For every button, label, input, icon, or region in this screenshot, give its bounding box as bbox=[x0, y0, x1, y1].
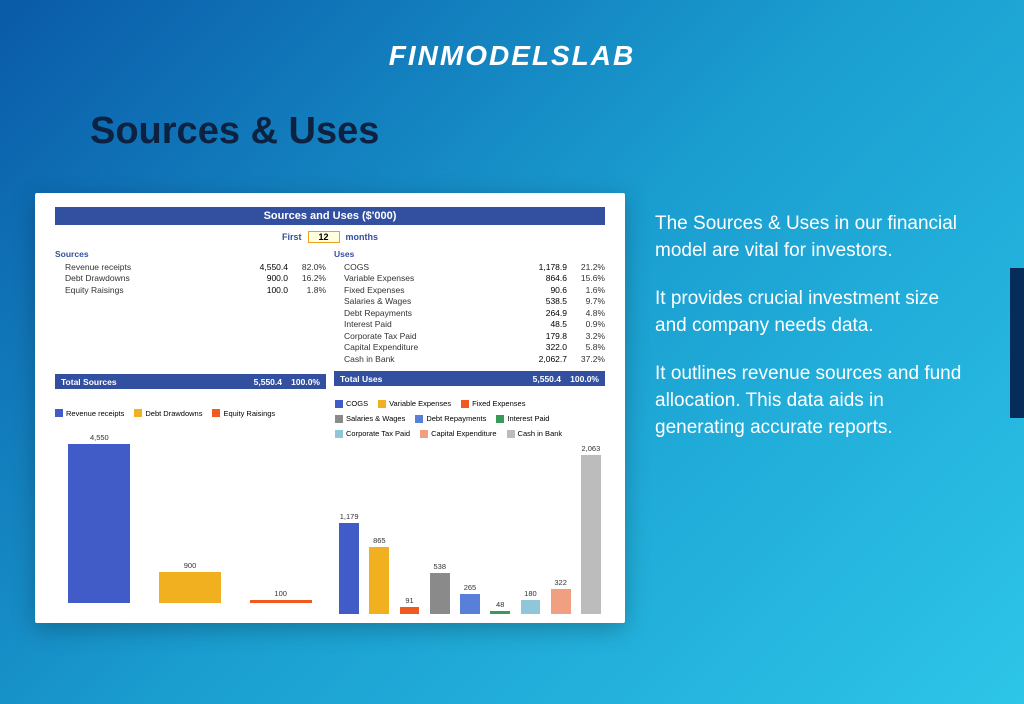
table-row: Corporate Tax Paid179.83.2% bbox=[334, 331, 605, 342]
total-uses-bar: Total Uses 5,550.4 100.0% bbox=[334, 371, 605, 386]
legend-item: Equity Raisings bbox=[212, 399, 275, 427]
uses-table: Uses COGS1,178.921.2%Variable Expenses86… bbox=[334, 249, 605, 389]
total-uses-amount: 5,550.4 bbox=[511, 374, 561, 384]
bar-wrap: 180 bbox=[516, 444, 544, 614]
table-row: Cash in Bank2,062.737.2% bbox=[334, 354, 605, 365]
total-uses-label: Total Uses bbox=[340, 374, 511, 384]
desc-p3: It outlines revenue sources and fund all… bbox=[655, 361, 974, 441]
tables-row: Sources Revenue receipts4,550.482.0%Debt… bbox=[55, 249, 605, 389]
brand-logo: FINMODELSLAB bbox=[0, 40, 1024, 72]
sources-header: Sources bbox=[55, 249, 326, 259]
legend-item: Cash in Bank bbox=[507, 429, 563, 438]
bar-wrap: 900 bbox=[146, 433, 235, 603]
desc-p2: It provides crucial investment size and … bbox=[655, 286, 974, 339]
period-suffix: months bbox=[346, 232, 379, 242]
table-row: Variable Expenses864.615.6% bbox=[334, 273, 605, 284]
legend-item: Interest Paid bbox=[496, 414, 549, 423]
legend-item: Capital Expenditure bbox=[420, 429, 496, 438]
bar-wrap: 865 bbox=[365, 444, 393, 614]
total-sources-label: Total Sources bbox=[61, 377, 232, 387]
side-accent-bar bbox=[1010, 268, 1024, 418]
content-wrap: Sources and Uses ($'000) First 12 months… bbox=[0, 193, 1024, 623]
charts-row: Revenue receipts Debt Drawdowns Equity Rai… bbox=[55, 399, 605, 614]
bar-wrap: 538 bbox=[426, 444, 454, 614]
table-row: Debt Drawdowns900.016.2% bbox=[55, 273, 326, 284]
bar-wrap: 265 bbox=[456, 444, 484, 614]
table-row: Capital Expenditure322.05.8% bbox=[334, 342, 605, 353]
legend-item: Corporate Tax Paid bbox=[335, 429, 410, 438]
sources-table: Sources Revenue receipts4,550.482.0%Debt… bbox=[55, 249, 326, 389]
period-value[interactable]: 12 bbox=[308, 231, 340, 243]
sources-bars: 4,550900100 bbox=[55, 433, 325, 603]
legend-item: Fixed Expenses bbox=[461, 399, 525, 408]
legend-item: Variable Expenses bbox=[378, 399, 451, 408]
table-row: Interest Paid48.50.9% bbox=[334, 319, 605, 330]
table-row: Debt Repayments264.94.8% bbox=[334, 308, 605, 319]
bar-wrap: 2,063 bbox=[577, 444, 605, 614]
table-row: Fixed Expenses90.61.6% bbox=[334, 285, 605, 296]
sources-chart: Revenue receipts Debt Drawdowns Equity Rai… bbox=[55, 399, 325, 614]
uses-header: Uses bbox=[334, 249, 605, 259]
legend-item: COGS bbox=[335, 399, 368, 408]
total-sources-amount: 5,550.4 bbox=[232, 377, 282, 387]
legend-item: Revenue receipts bbox=[55, 399, 124, 427]
period-row: First 12 months bbox=[55, 231, 605, 243]
sources-uses-panel: Sources and Uses ($'000) First 12 months… bbox=[35, 193, 625, 623]
bar-wrap: 100 bbox=[236, 433, 325, 603]
bar-wrap: 322 bbox=[547, 444, 575, 614]
bar-wrap: 4,550 bbox=[55, 433, 144, 603]
section-title: Sources & Uses bbox=[90, 110, 1024, 153]
total-sources-bar: Total Sources 5,550.4 100.0% bbox=[55, 374, 326, 389]
bar-wrap: 1,179 bbox=[335, 444, 363, 614]
total-uses-pct: 100.0% bbox=[561, 374, 599, 384]
legend-item: Salaries & Wages bbox=[335, 414, 405, 423]
total-sources-pct: 100.0% bbox=[282, 377, 320, 387]
table-row: Salaries & Wages538.59.7% bbox=[334, 296, 605, 307]
bar-wrap: 48 bbox=[486, 444, 514, 614]
period-prefix: First bbox=[282, 232, 302, 242]
uses-legend: COGS Variable Expenses Fixed Expenses Salar… bbox=[335, 399, 605, 438]
table-row: COGS1,178.921.2% bbox=[334, 262, 605, 273]
uses-chart: COGS Variable Expenses Fixed Expenses Salar… bbox=[335, 399, 605, 614]
sources-legend: Revenue receipts Debt Drawdowns Equity Rai… bbox=[55, 399, 325, 427]
legend-item: Debt Repayments bbox=[415, 414, 486, 423]
uses-bars: 1,17986591538265481803222,063 bbox=[335, 444, 605, 614]
page-root: FINMODELSLAB Sources & Uses Sources and … bbox=[0, 0, 1024, 704]
description-column: The Sources & Uses in our financial mode… bbox=[655, 193, 984, 463]
bar-wrap: 91 bbox=[395, 444, 423, 614]
table-row: Revenue receipts4,550.482.0% bbox=[55, 262, 326, 273]
panel-title-bar: Sources and Uses ($'000) bbox=[55, 207, 605, 225]
desc-p1: The Sources & Uses in our financial mode… bbox=[655, 211, 974, 264]
legend-item: Debt Drawdowns bbox=[134, 399, 202, 427]
table-row: Equity Raisings100.01.8% bbox=[55, 285, 326, 296]
